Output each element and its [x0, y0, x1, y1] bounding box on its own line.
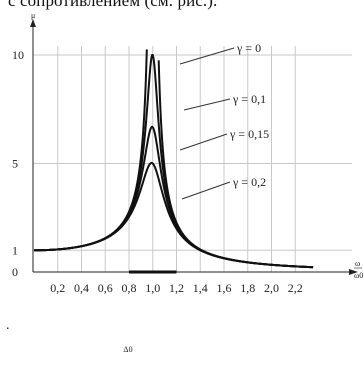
leader-line	[179, 47, 235, 65]
curves	[34, 49, 314, 269]
x-axis-label-denominator: ω0	[354, 271, 363, 280]
curve-labels: γ = 0 γ = 0,1 γ = 0,15 γ = 0,2	[179, 41, 269, 200]
y-tick-label: 1	[12, 243, 18, 257]
annotations: Δ0	[123, 270, 177, 354]
y-tick-label: 5	[12, 157, 18, 171]
curve-gamma-0_2	[34, 161, 314, 269]
axes: μ ω ω0	[30, 11, 363, 280]
tick-labels: 0 1 5 10 0,2 0,4 0,6 0,8 1,0 1,2 1,4 1,6 1,8 2,0 2,2	[12, 48, 303, 295]
x-axis-label-numerator: ω	[355, 259, 360, 268]
x-tick-label: 1,8	[240, 281, 255, 295]
curve-label: γ = 0,1	[232, 92, 266, 106]
x-tick-label: 2,0	[264, 281, 279, 295]
curve-label: γ = 0,2	[232, 175, 266, 189]
y-axis-label: μ	[31, 11, 35, 20]
x-tick-label: 0,6	[98, 281, 113, 295]
y-tick-label: 0	[12, 265, 18, 279]
leader-line	[179, 133, 228, 151]
curve-label: γ = 0,15	[229, 127, 269, 141]
leader-line	[183, 98, 231, 111]
x-tick-label: 0,2	[50, 281, 65, 295]
curve-label: γ = 0	[236, 41, 261, 55]
y-tick-label: 10	[12, 48, 24, 62]
x-tick-label: 2,2	[288, 281, 303, 295]
bandwidth-label: Δ0	[123, 345, 132, 354]
grid	[33, 46, 352, 272]
header-text: с сопротивлением (см. рис.).	[8, 0, 218, 10]
x-tick-label: 0,4	[74, 281, 89, 295]
x-tick-label: 1,6	[217, 281, 232, 295]
x-axis-arrow	[349, 269, 358, 275]
y-axis-arrow	[30, 19, 36, 27]
leader-line	[181, 181, 231, 200]
x-tick-label: 1,0	[145, 281, 160, 295]
x-tick-label: 0,8	[122, 281, 137, 295]
x-tick-label: 1,2	[169, 281, 184, 295]
footer-text: .	[6, 318, 10, 333]
x-tick-label: 1,4	[193, 281, 208, 295]
